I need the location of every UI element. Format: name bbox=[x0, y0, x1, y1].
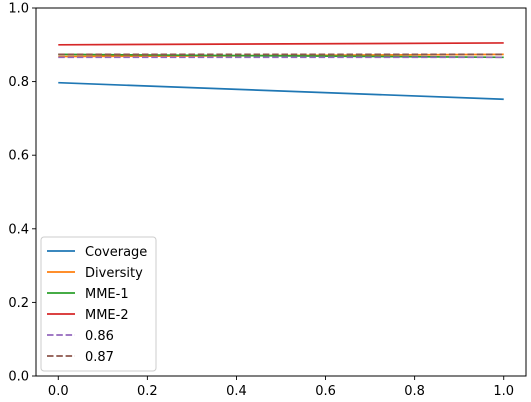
x-tick-label-0: 0.0 bbox=[48, 384, 69, 399]
legend-label-4: 0.86 bbox=[85, 329, 114, 344]
x-tick-label-4: 0.8 bbox=[404, 384, 425, 399]
y-tick-label-1: 0.2 bbox=[8, 296, 29, 311]
y-tick-label-4: 0.8 bbox=[8, 75, 29, 90]
x-tick-label-1: 0.2 bbox=[137, 384, 158, 399]
y-tick-label-3: 0.6 bbox=[8, 149, 29, 164]
y-tick-label-2: 0.4 bbox=[8, 222, 29, 237]
series-layer bbox=[58, 42, 504, 101]
legend-label-5: 0.87 bbox=[85, 350, 114, 365]
axes-layer: 0.0 0.2 0.4 0.6 0.8 1.0 0.0 0.2 0.4 0.6 0.8 1.0 bbox=[8, 2, 514, 400]
x-tick-label-2: 0.4 bbox=[226, 384, 247, 399]
legend-label-0: Coverage bbox=[85, 245, 147, 260]
x-tick-label-3: 0.6 bbox=[315, 384, 336, 399]
x-tick-label-5: 1.0 bbox=[493, 384, 514, 399]
y-tick-label-0: 0.0 bbox=[8, 370, 29, 385]
series-line-3 bbox=[58, 42, 504, 46]
legend-label-1: Diversity bbox=[85, 266, 143, 281]
series-line-0 bbox=[58, 81, 504, 101]
legend-label-3: MME-2 bbox=[85, 308, 129, 323]
series-line-2 bbox=[58, 53, 504, 59]
y-tick-label-5: 1.0 bbox=[8, 2, 29, 17]
legend: Coverage Diversity MME-1 MME-2 0.86 0.87 bbox=[40, 236, 157, 372]
legend-label-2: MME-1 bbox=[85, 287, 129, 302]
legend-box bbox=[40, 236, 157, 372]
plot-frame bbox=[35, 7, 527, 377]
